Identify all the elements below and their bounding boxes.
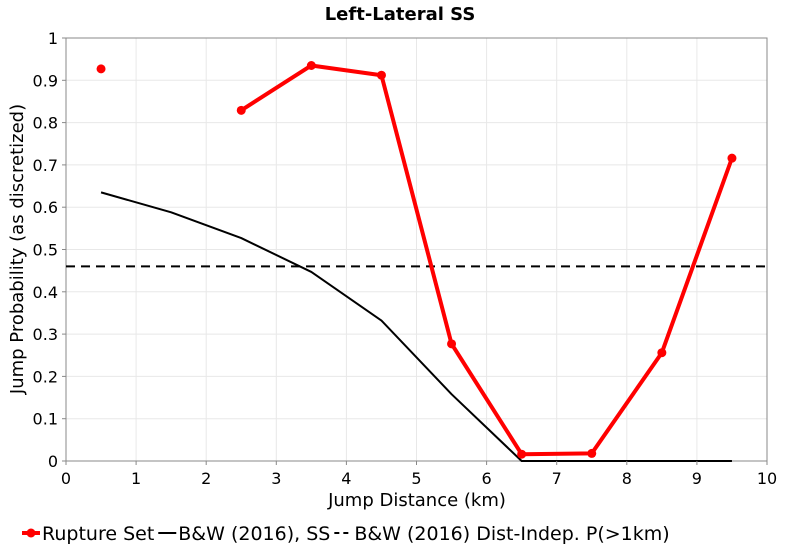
data-point xyxy=(657,348,667,358)
x-tick-label: 4 xyxy=(341,469,351,488)
legend-label: B&W (2016), SS xyxy=(178,523,330,545)
x-tick-label: 1 xyxy=(131,469,141,488)
legend-item: Rupture Set xyxy=(22,523,154,545)
x-tick-label: 6 xyxy=(482,469,492,488)
grid xyxy=(65,37,768,462)
y-tick-label: 0.6 xyxy=(33,198,58,217)
legend-label: B&W (2016) Dist-Indep. P(>1km) xyxy=(354,523,669,545)
data-point xyxy=(447,339,457,349)
data-point xyxy=(727,153,737,163)
data-point xyxy=(376,70,386,80)
x-tick-label: 10 xyxy=(757,469,777,488)
y-tick-label: 0.5 xyxy=(33,241,58,260)
legend-item: B&W (2016), SS xyxy=(158,523,330,545)
data-point xyxy=(517,449,527,459)
legend: Rupture Set B&W (2016), SS B&W (2016) Dist… xyxy=(22,523,670,545)
legend-label: Rupture Set xyxy=(42,523,154,545)
data-point xyxy=(587,448,597,458)
x-axis: 0 1 2 3 4 5 6 7 8 9 10 xyxy=(61,461,777,488)
y-tick-label: 0.3 xyxy=(33,325,58,344)
x-tick-label: 9 xyxy=(692,469,702,488)
y-tick-label: 0.8 xyxy=(33,114,58,133)
data-point xyxy=(236,105,246,115)
x-axis-title: Jump Distance (km) xyxy=(327,490,506,511)
data-point xyxy=(96,64,106,74)
x-tick-label: 5 xyxy=(411,469,421,488)
y-axis: 0 0.1 0.2 0.3 0.4 0.5 0.6 0.7 0.8 0.9 1 xyxy=(33,29,66,471)
legend-item: B&W (2016) Dist-Indep. P(>1km) xyxy=(334,523,670,545)
y-tick-label: 0.7 xyxy=(33,156,58,175)
chart-title: Left-Lateral SS xyxy=(325,4,476,25)
x-tick-label: 8 xyxy=(622,469,632,488)
y-tick-label: 0.1 xyxy=(33,410,58,429)
x-tick-label: 3 xyxy=(271,469,281,488)
y-tick-label: 0.4 xyxy=(33,283,58,302)
y-tick-label: 0.9 xyxy=(33,71,58,90)
x-tick-label: 0 xyxy=(61,469,71,488)
legend-swatch-marker xyxy=(26,528,36,538)
series-line xyxy=(240,63,734,457)
y-axis-title: Jump Probability (as discretized) xyxy=(7,104,28,395)
x-tick-label: 2 xyxy=(201,469,211,488)
y-tick-label: 1 xyxy=(48,29,58,48)
series-0 xyxy=(96,60,737,459)
y-tick-label: 0 xyxy=(48,452,58,471)
data-point xyxy=(306,60,316,70)
x-tick-label: 7 xyxy=(552,469,562,488)
y-tick-label: 0.2 xyxy=(33,367,58,386)
